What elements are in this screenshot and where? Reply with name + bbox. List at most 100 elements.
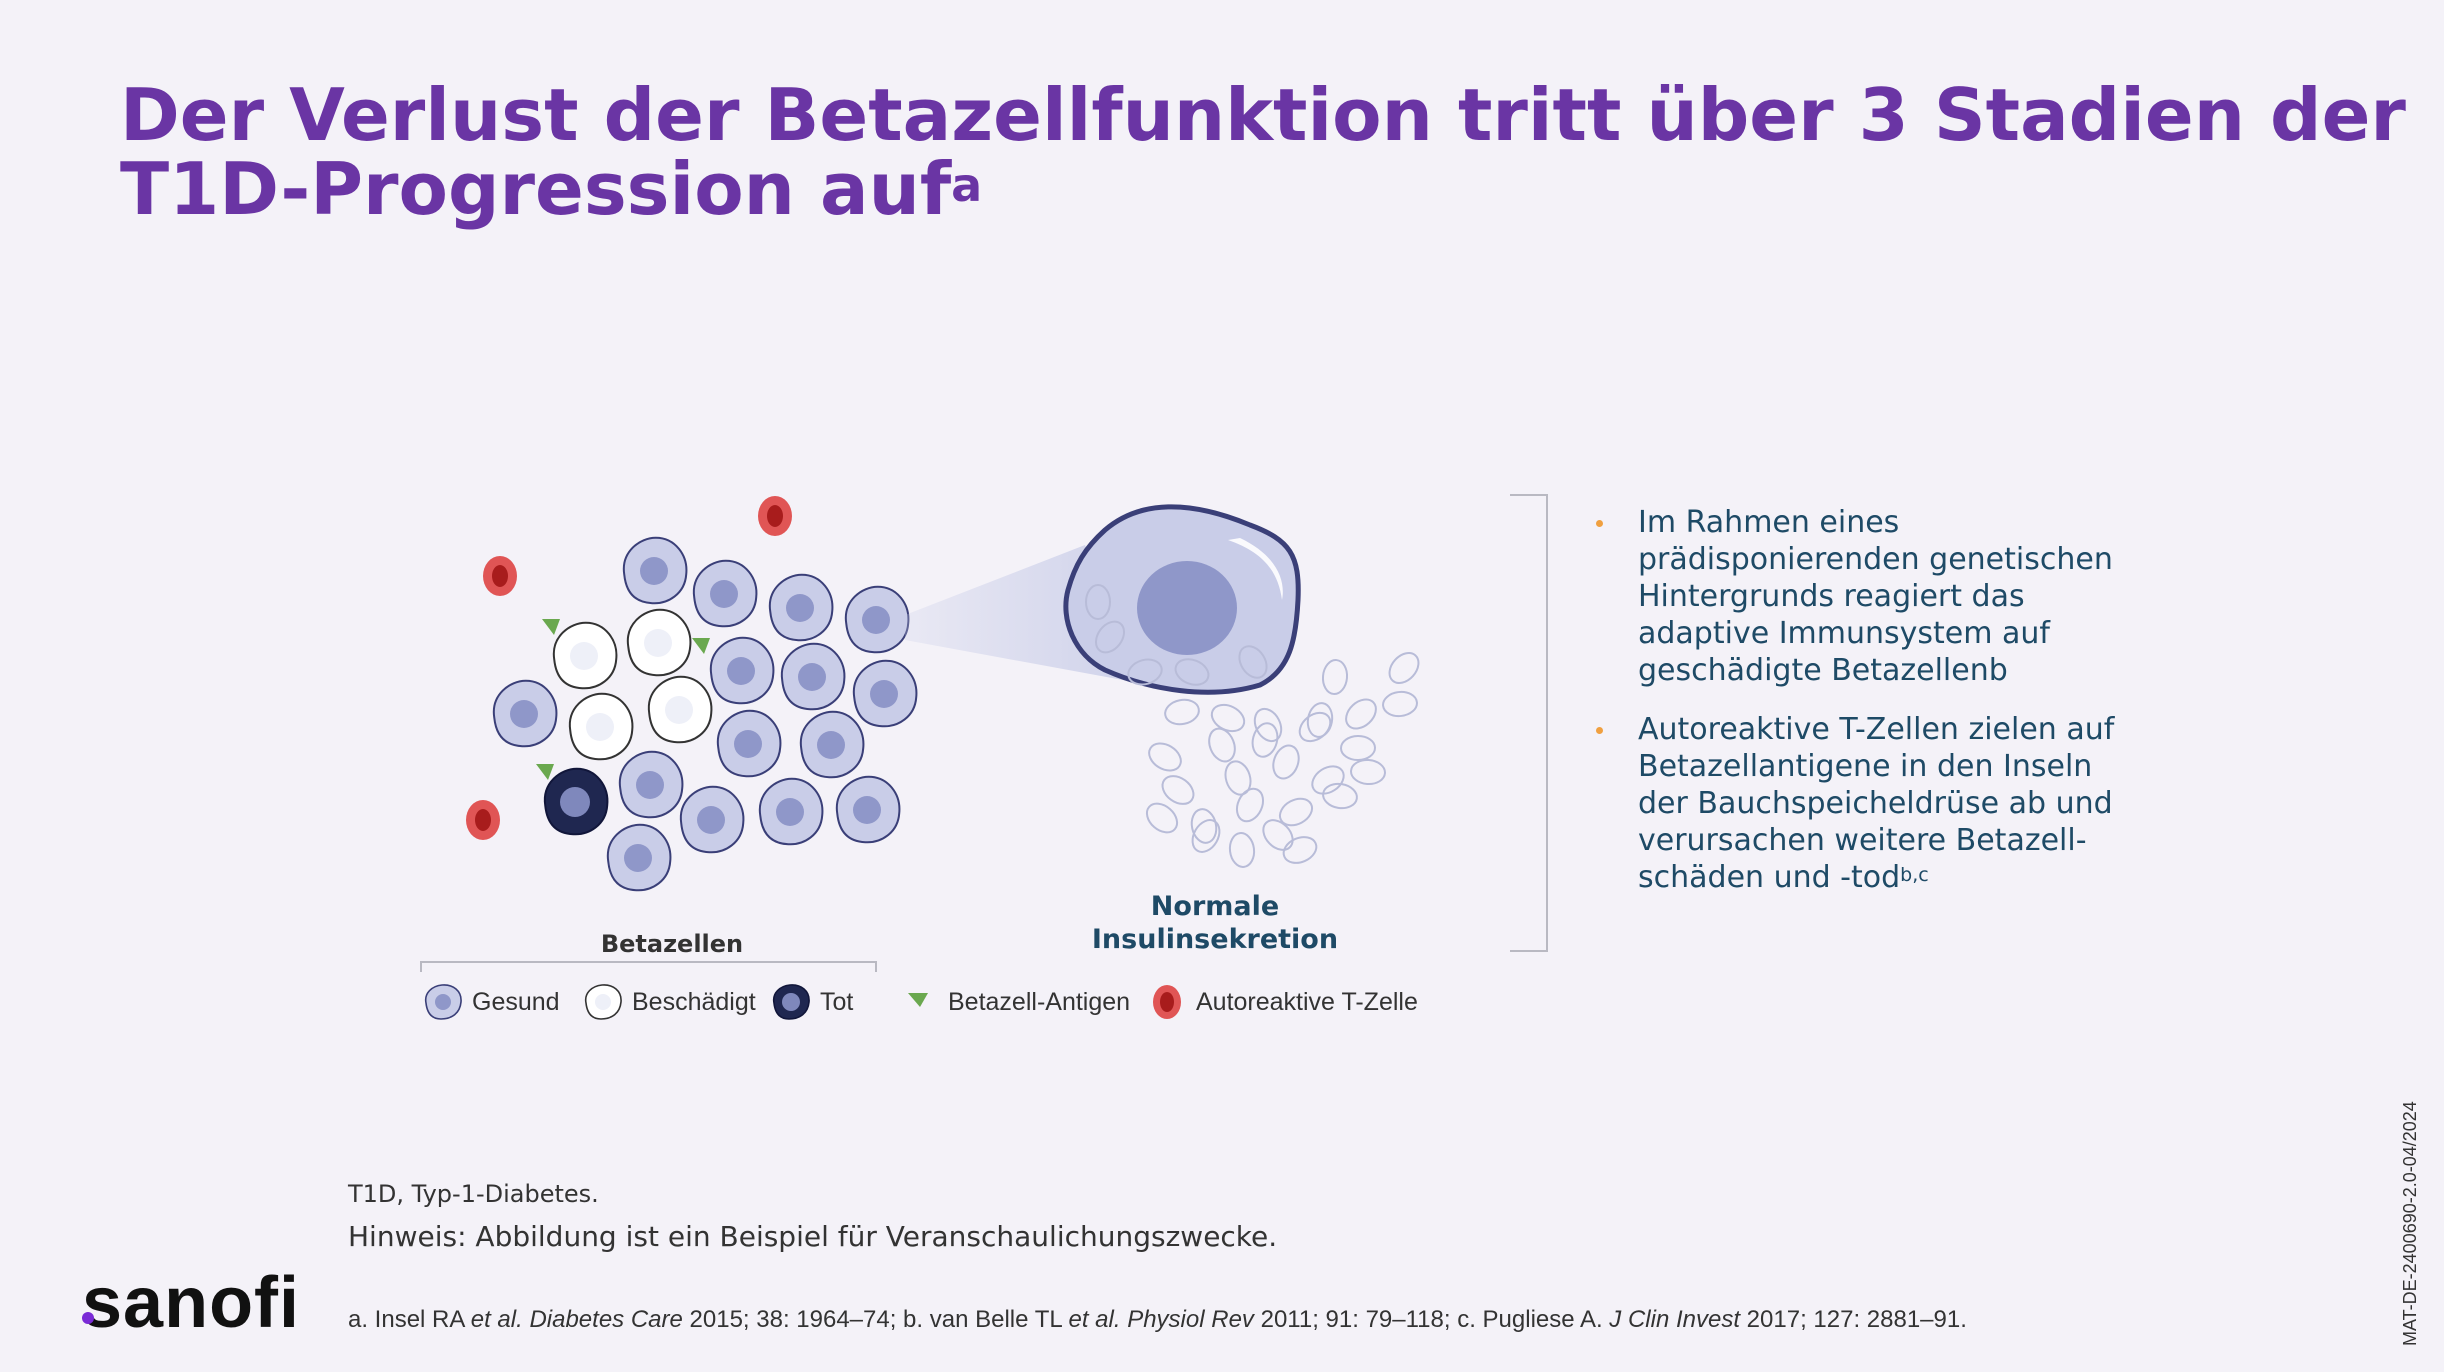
legend-antigen-label: Betazell-Antigen: [948, 987, 1131, 1016]
damaged-cell-icon: [584, 984, 622, 1020]
healthy-beta-cell: [606, 823, 672, 892]
insulin-granule: [1228, 832, 1256, 868]
legend-dead-label: Tot: [820, 987, 854, 1016]
damaged-beta-cell: [626, 608, 692, 677]
title-line-2: T1D-Progression aufa: [120, 152, 2370, 226]
healthy-beta-cell: [852, 659, 918, 728]
healthy-cell-icon: [424, 984, 462, 1020]
insulin-granule: [1190, 808, 1218, 844]
legend-t-cell: Autoreaktive T-Zelle: [1144, 980, 1418, 1024]
bullet-1-line-2: prädisponierenden genetischen: [1638, 542, 2113, 577]
legend-damaged: Beschädigt: [580, 980, 756, 1024]
insulin-granule: [1148, 742, 1182, 772]
bullet-2-line-3: der Bauchspeicheldrüse ab und: [1638, 786, 2113, 821]
insulin-granule: [1208, 727, 1236, 763]
healthy-beta-cell: [758, 777, 824, 846]
slide-title: Der Verlust der Betazellfunktion tritt ü…: [120, 73, 2406, 226]
key-points-list: Im Rahmen eines prädisponierenden geneti…: [1596, 504, 2156, 918]
logo-dot: [82, 1312, 94, 1324]
insulin-granules: [1085, 584, 1420, 868]
autoreactive-t-cell: [758, 496, 792, 536]
bullet-bracket: [1510, 494, 1548, 952]
healthy-beta-cell: [618, 750, 684, 819]
insulin-granule: [1085, 584, 1111, 620]
ref-a-etal: et al.: [470, 1306, 523, 1333]
healthy-beta-cell: [622, 536, 688, 605]
healthy-beta-cell: [692, 559, 758, 628]
dead-cell-icon: [772, 984, 810, 1020]
bullet-item-2: Autoreaktive T-Zellen zielen auf Betazel…: [1596, 711, 2156, 896]
insulin-granule: [1311, 765, 1345, 795]
healthy-beta-cell: [844, 585, 910, 654]
insulin-granule: [1224, 760, 1252, 796]
ref-b-etal: et al.: [1068, 1306, 1121, 1333]
damaged-beta-cell: [552, 621, 618, 690]
legend-antigen: Betazell-Antigen: [896, 980, 1130, 1024]
ref-c-journal: J Clin Invest: [1609, 1306, 1741, 1333]
healthy-beta-cell: [679, 785, 745, 854]
title-line-2-text: T1D-Progression auf: [120, 147, 952, 231]
insulin-granule: [1127, 658, 1163, 686]
bullet-1-line-3: Hintergrunds reagiert das: [1638, 579, 2025, 614]
bullet-1-line-1: Im Rahmen eines: [1638, 505, 1900, 540]
bullet-item-1: Im Rahmen eines prädisponierenden geneti…: [1596, 504, 2156, 689]
bullet-2-line-1: Autoreaktive T-Zellen zielen auf: [1638, 712, 2115, 747]
references: a. Insel RA et al. Diabetes Care 2015; 3…: [348, 1306, 1967, 1334]
insulin-granule: [1272, 744, 1300, 780]
insulin-granule: [1350, 758, 1386, 786]
normal-label-line-2: Insulinsekretion: [1091, 924, 1339, 955]
insulin-granule: [1164, 698, 1200, 726]
enlarged-beta-cell: [1063, 504, 1301, 695]
bullet-1-line-4: adaptive Immunsystem auf: [1638, 616, 2050, 651]
title-superscript: a: [951, 158, 983, 212]
normal-insulin-secretion-label: Normale Insulinsekretion: [1040, 890, 1390, 956]
insulin-granule: [1161, 775, 1195, 805]
healthy-beta-cell: [492, 679, 558, 748]
insulin-granule: [1262, 819, 1294, 851]
insulin-granule: [1382, 690, 1418, 718]
sanofi-logo: sanofi: [82, 1263, 301, 1343]
insulin-granule: [1298, 711, 1332, 743]
abbreviation-footnote: T1D, Typ-1-Diabetes.: [348, 1180, 599, 1208]
bullet-1-line-5: geschädigte Betazellenb: [1638, 653, 2008, 688]
legend-t-cell-label: Autoreaktive T-Zelle: [1196, 987, 1418, 1016]
insulin-granule: [1340, 734, 1376, 762]
bullet-2-line-4: verursachen weitere Betazell-: [1638, 823, 2087, 858]
insulin-granule: [1321, 659, 1349, 695]
autoreactive-t-cell: [483, 556, 517, 596]
antigen-triangle: [536, 764, 554, 780]
normal-label-line-1: Normale: [1150, 891, 1280, 922]
bullet-dot-icon: [1596, 520, 1603, 527]
healthy-beta-cell: [768, 573, 834, 642]
insulin-granule: [1345, 698, 1377, 730]
insulin-granule: [1238, 645, 1268, 679]
ref-b-journal: Physiol Rev: [1127, 1306, 1254, 1333]
legend-healthy-label: Gesund: [472, 987, 560, 1016]
insulin-granule: [1388, 652, 1420, 684]
healthy-beta-cell: [716, 709, 782, 778]
ref-c-rest: 2017; 127: 2881–91.: [1740, 1306, 1967, 1333]
insulin-granule: [1145, 802, 1179, 834]
legend-healthy: Gesund: [420, 980, 560, 1024]
insulin-granule: [1278, 797, 1314, 827]
insulin-granule: [1253, 707, 1283, 743]
damaged-beta-cell: [568, 692, 634, 761]
ref-a-journal: Diabetes Care: [529, 1306, 683, 1333]
bullet-2-line-5-text: schäden und -tod: [1638, 860, 1901, 895]
antigen-triangle: [692, 638, 710, 654]
insulin-granule: [1094, 620, 1126, 654]
ref-a-rest: 2015; 38: 1964–74; b. van Belle TL: [682, 1306, 1069, 1333]
bullet-dot-icon: [1596, 727, 1603, 734]
damaged-beta-cell: [647, 675, 713, 744]
title-line-1: Der Verlust der Betazellfunktion tritt ü…: [120, 73, 2406, 157]
legend-damaged-label: Beschädigt: [632, 987, 756, 1016]
insulin-granule: [1251, 722, 1279, 758]
healthy-beta-cell: [780, 642, 846, 711]
antigen-triangle: [542, 619, 560, 635]
insulin-granule: [1235, 787, 1265, 823]
bullet-2-line-5: schäden und -todb,c: [1638, 859, 2156, 896]
autoreactive-t-cell: [466, 800, 500, 840]
t-cell-icon: [1153, 985, 1181, 1019]
healthy-beta-cell: [835, 775, 901, 844]
